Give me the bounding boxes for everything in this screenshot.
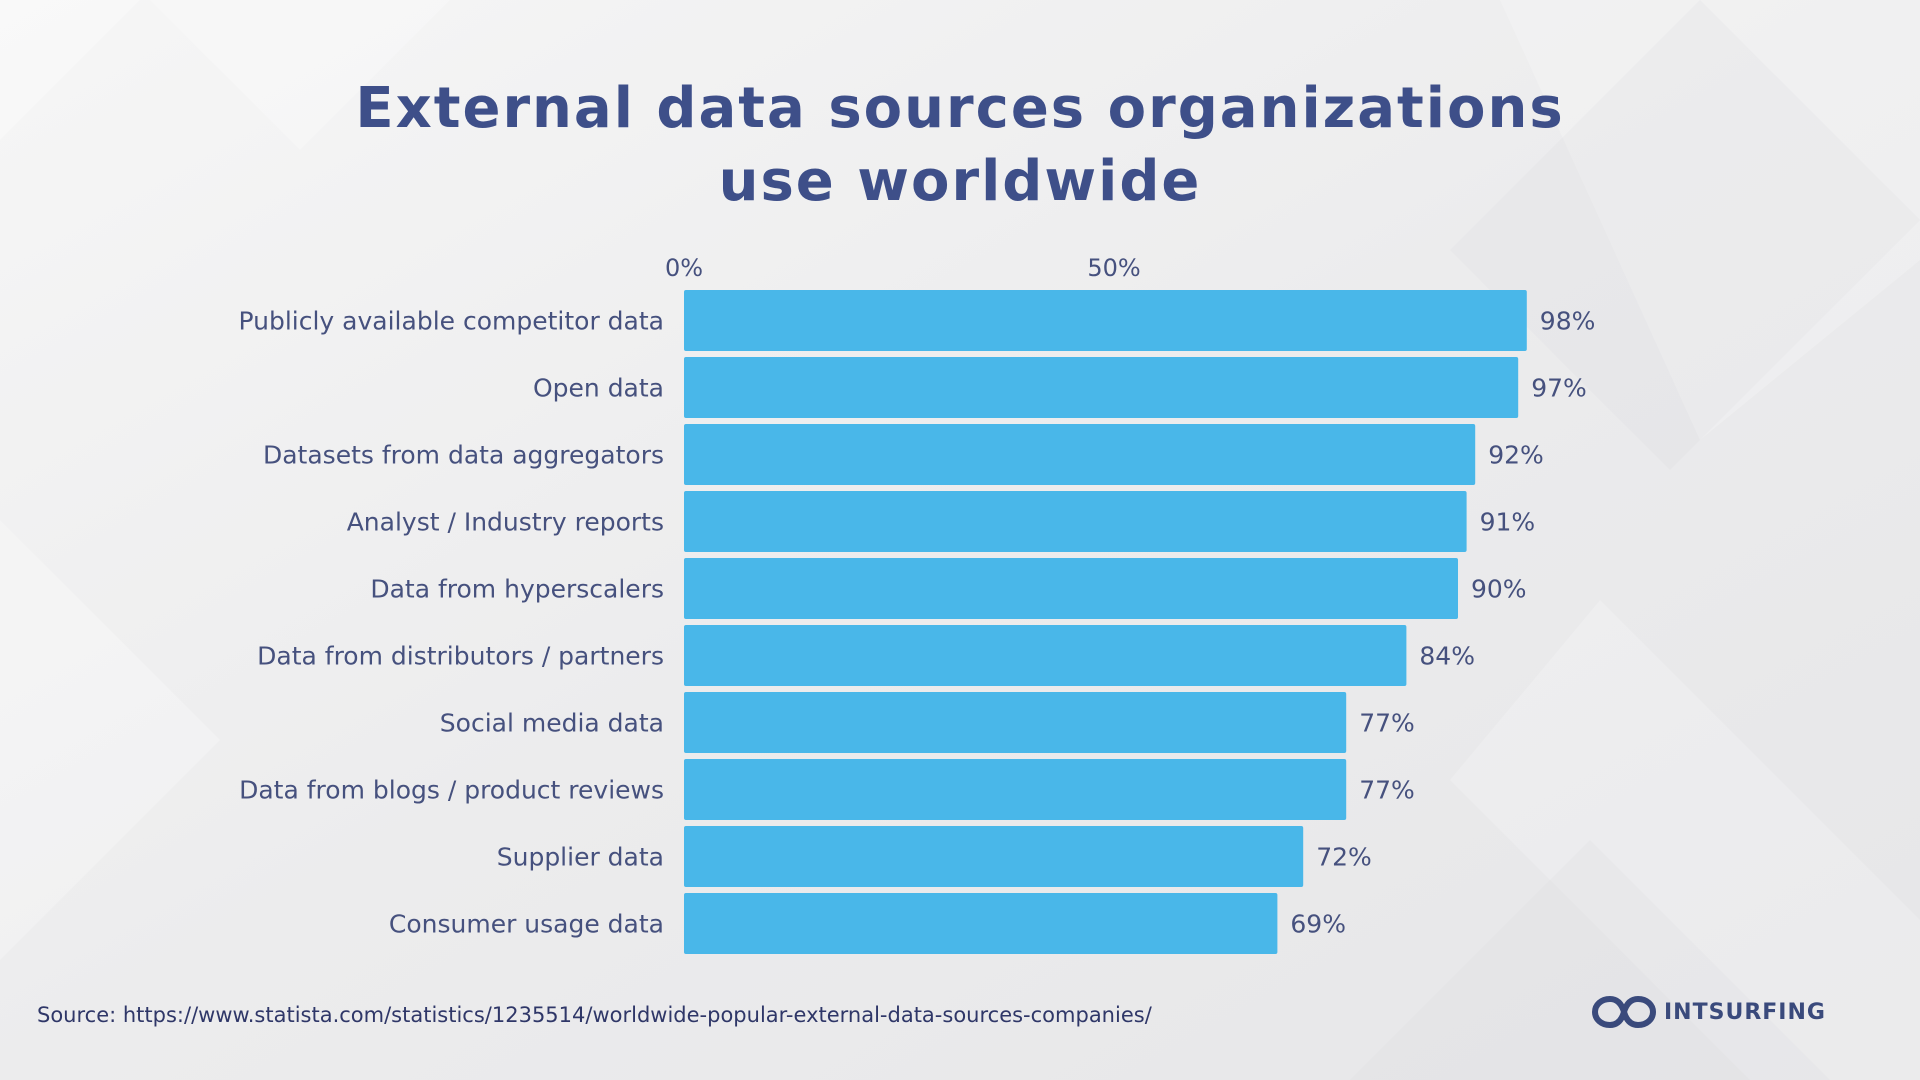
bar	[684, 692, 1347, 753]
x-tick-label: 0%	[665, 254, 703, 282]
category-label: Datasets from data aggregators	[263, 441, 664, 470]
value-label: 97%	[1531, 374, 1587, 403]
bar	[684, 625, 1407, 686]
bar	[684, 558, 1458, 619]
category-label: Consumer usage data	[389, 910, 664, 939]
category-label: Analyst / Industry reports	[347, 508, 664, 537]
value-label: 98%	[1540, 307, 1596, 336]
value-label: 77%	[1359, 776, 1415, 805]
intsurfing-logo: INTSURFING	[1592, 992, 1826, 1032]
value-label: 91%	[1480, 508, 1536, 537]
value-label: 84%	[1419, 642, 1475, 671]
value-label: 69%	[1290, 910, 1346, 939]
value-label: 72%	[1316, 843, 1372, 872]
chart-title-line-2: use worldwide	[718, 149, 1202, 214]
chart-title-line-1: External data sources organizations	[355, 76, 1565, 141]
x-tick-label: 50%	[1087, 254, 1140, 282]
bar	[684, 893, 1278, 954]
bar	[684, 759, 1347, 820]
category-label: Supplier data	[497, 843, 664, 872]
value-label: 90%	[1471, 575, 1527, 604]
bar	[684, 357, 1519, 418]
category-label: Publicly available competitor data	[239, 307, 665, 336]
category-label: Social media data	[440, 709, 664, 738]
bar	[684, 491, 1467, 552]
chart-title: External data sources organizations use …	[260, 72, 1660, 218]
category-label: Data from blogs / product reviews	[239, 776, 664, 805]
category-label: Data from distributors / partners	[257, 642, 664, 671]
logo-wordmark: INTSURFING	[1664, 999, 1826, 1025]
value-label: 77%	[1359, 709, 1415, 738]
category-label: Data from hyperscalers	[370, 575, 664, 604]
bar	[684, 826, 1304, 887]
category-label: Open data	[533, 374, 664, 403]
source-note: Source: https://www.statista.com/statist…	[37, 1003, 1152, 1027]
bar	[684, 290, 1527, 351]
bar	[684, 424, 1476, 485]
value-label: 92%	[1488, 441, 1544, 470]
intsurfing-logo-icon	[1592, 996, 1656, 1028]
